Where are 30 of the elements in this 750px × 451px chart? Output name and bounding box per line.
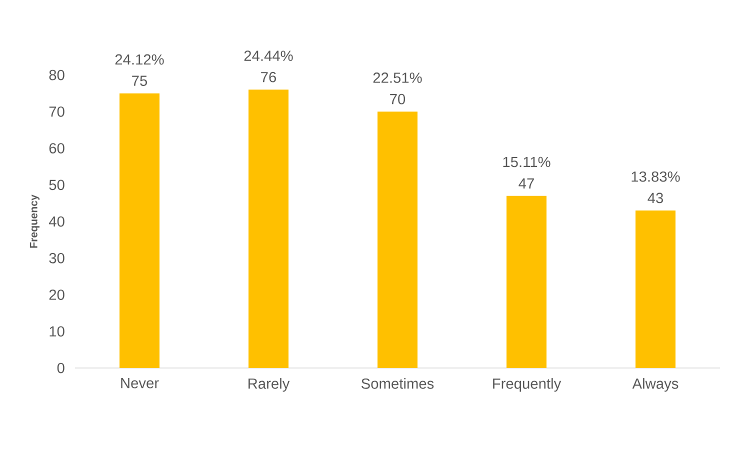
bar	[248, 90, 289, 368]
annotation: 13.83%	[632, 171, 680, 182]
y-tick-label: 50	[49, 180, 64, 190]
x-tick-label: Never	[121, 378, 159, 388]
annotation: 24.44%	[244, 50, 293, 61]
y-tick-label: 10	[50, 326, 64, 337]
data-label: 47	[518, 178, 534, 188]
y-tick-label: 70	[49, 106, 64, 117]
bar	[120, 93, 160, 368]
data-label: 43	[648, 192, 664, 204]
y-tick-label: 30	[49, 252, 64, 264]
y-tick-label: 80	[49, 70, 64, 80]
y-tick-label: 20	[49, 290, 64, 300]
y-tick-label: 40	[48, 216, 64, 227]
data-label: 75	[132, 76, 148, 86]
y-tick-label: 0	[57, 362, 64, 374]
annotation: 22.51%	[373, 72, 422, 83]
x-tick-label: Sometimes	[361, 378, 434, 389]
y-tick-label: 60	[49, 143, 64, 154]
annotation: 15.11%	[503, 156, 550, 168]
annotation: 24.12%	[115, 54, 164, 65]
data-label: 70	[390, 94, 406, 104]
bar	[636, 210, 676, 368]
x-tick-label: Always	[632, 378, 678, 392]
x-tick-label: Rarely	[248, 378, 290, 392]
bar	[378, 112, 418, 368]
y-axis-title: Frequency	[30, 194, 40, 248]
data-label: 76	[261, 72, 276, 82]
bar	[506, 196, 546, 368]
x-tick-label: Frequently	[493, 378, 562, 392]
